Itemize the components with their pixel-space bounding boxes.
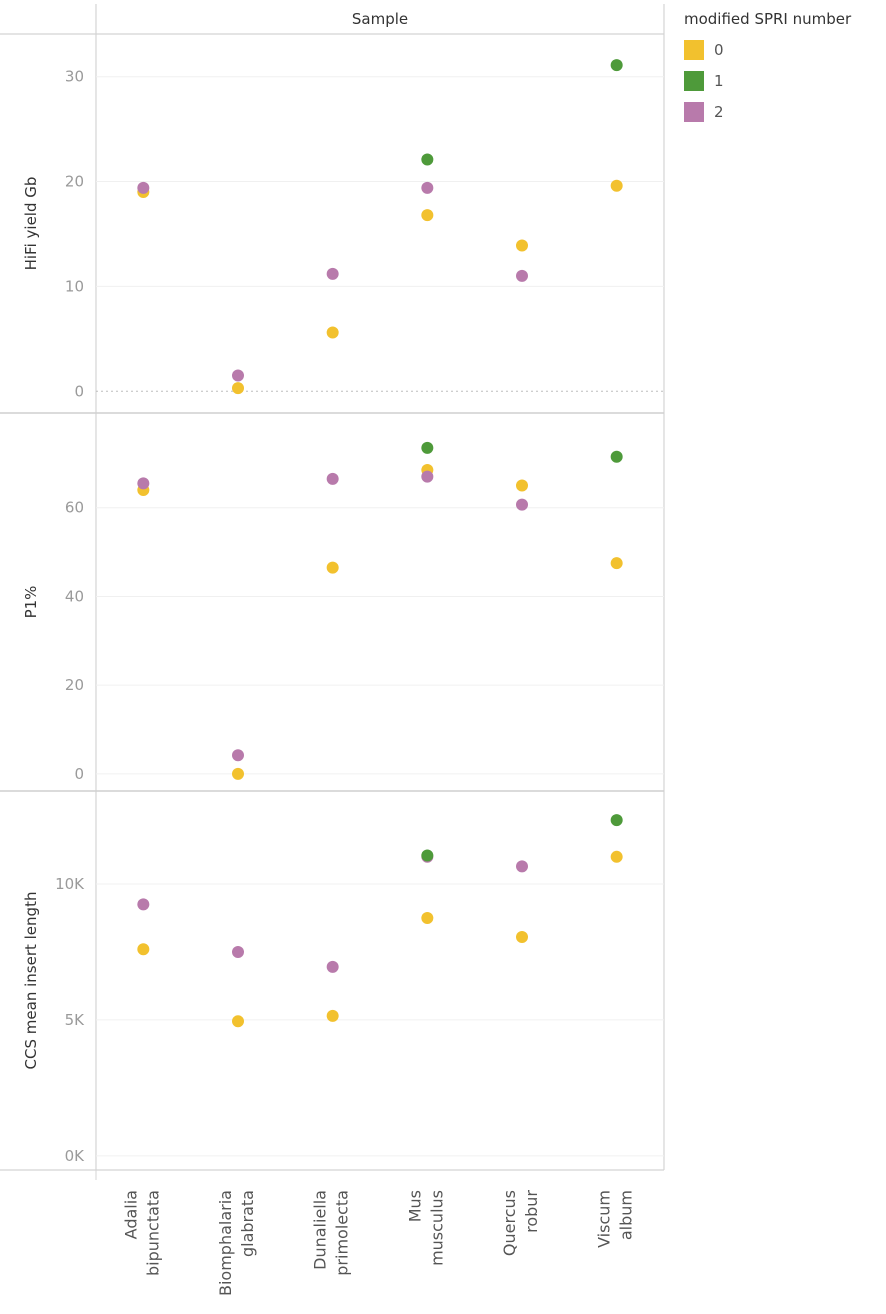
y-axis-label: HiFi yield Gb	[22, 177, 40, 271]
x-axis-labels: Adalia bipunctata Biomphalaria glabrata Duna…	[121, 1190, 635, 1296]
legend-label-1: 1	[714, 71, 724, 90]
x-tick-label: album	[617, 1190, 636, 1240]
y-tick-label: 20	[65, 676, 84, 694]
x-tick-label: glabrata	[238, 1190, 257, 1257]
legend-label-0: 0	[714, 40, 724, 59]
data-point-spri-2[interactable]	[326, 472, 339, 485]
data-point-spri-0[interactable]	[232, 767, 244, 780]
panel-2: 0 20 40 60 P1%	[0, 441, 664, 792]
legend-label-2: 2	[714, 102, 724, 121]
data-point-spri-0[interactable]	[610, 557, 623, 570]
y-tick-label: 40	[65, 587, 84, 605]
data-point-spri-2[interactable]	[516, 269, 528, 282]
x-category-label: Quercus robur	[500, 1190, 541, 1257]
panel-1: 0 10 20 30 HiFi yield Gb	[0, 59, 664, 414]
x-category-label: Adalia bipunctata	[121, 1190, 162, 1276]
panel-3: 0K 5K 10K CCS mean insert length	[22, 814, 664, 1165]
data-point-spri-2[interactable]	[137, 181, 150, 194]
data-point-spri-2[interactable]	[516, 498, 528, 511]
x-tick-label: Biomphalaria	[216, 1190, 235, 1296]
y-axis-label: CCS mean insert length	[22, 892, 40, 1070]
legend-item-1[interactable]: 1	[684, 65, 851, 96]
y-tick-label: 10	[65, 277, 84, 295]
x-tick-label: Viscum	[595, 1190, 614, 1248]
data-point-spri-0[interactable]	[516, 239, 528, 252]
x-tick-label: Mus	[405, 1190, 424, 1222]
data-point-spri-0[interactable]	[232, 1015, 244, 1028]
data-point-spri-1[interactable]	[610, 450, 623, 463]
legend: modified SPRI number 0 1 2	[684, 10, 851, 127]
data-point-spri-0[interactable]	[610, 850, 623, 863]
data-point-spri-0[interactable]	[326, 1009, 339, 1022]
data-point-spri-0[interactable]	[137, 943, 150, 956]
chart-frame	[0, 4, 665, 1180]
y-tick-label: 0	[74, 765, 84, 783]
data-point-spri-2[interactable]	[326, 960, 339, 973]
legend-item-0[interactable]: 0	[684, 34, 851, 65]
data-point-spri-0[interactable]	[516, 931, 528, 944]
x-category-label: Biomphalaria glabrata	[216, 1190, 257, 1296]
y-tick-label: 20	[65, 173, 84, 191]
x-category-label: Dunaliella primolecta	[311, 1190, 352, 1276]
data-point-spri-0[interactable]	[326, 326, 339, 339]
data-point-spri-0[interactable]	[610, 179, 623, 192]
data-point-spri-2[interactable]	[232, 945, 244, 958]
x-tick-label: Quercus	[500, 1190, 519, 1256]
data-point-spri-1[interactable]	[421, 441, 434, 454]
legend-title: modified SPRI number	[684, 10, 852, 28]
data-point-spri-1[interactable]	[610, 59, 623, 72]
y-tick-label: 0	[74, 382, 84, 400]
y-axis-label: P1%	[22, 586, 40, 619]
data-point-spri-0[interactable]	[421, 911, 434, 924]
x-tick-label: bipunctata	[143, 1190, 162, 1276]
data-point-spri-1[interactable]	[421, 153, 434, 166]
y-tick-label: 10K	[55, 875, 85, 893]
data-point-spri-2[interactable]	[232, 369, 244, 382]
x-category-label: Viscum album	[595, 1190, 636, 1248]
x-tick-label: Adalia	[121, 1190, 140, 1239]
legend-swatch-2	[684, 101, 704, 122]
x-category-label: Mus musculus	[405, 1190, 446, 1266]
y-tick-label: 60	[65, 499, 84, 517]
legend-swatch-0	[684, 39, 704, 60]
y-tick-label: 0K	[65, 1147, 86, 1165]
data-point-spri-2[interactable]	[516, 860, 528, 873]
panels-layer: 0 10 20 30 HiFi yield Gb 0 20 40 60 P1% 0K 5K 10K CCS…	[0, 4, 665, 1180]
x-tick-label: primolecta	[333, 1190, 352, 1276]
legend-swatch-1	[684, 70, 704, 91]
data-point-spri-2[interactable]	[232, 749, 244, 762]
data-point-spri-0[interactable]	[516, 479, 528, 492]
data-point-spri-0[interactable]	[326, 561, 339, 574]
data-point-spri-2[interactable]	[137, 477, 150, 490]
legend-item-2[interactable]: 2	[684, 96, 851, 127]
data-point-spri-0[interactable]	[232, 382, 244, 395]
x-tick-label: musculus	[427, 1190, 446, 1266]
data-point-spri-1[interactable]	[421, 849, 434, 862]
data-point-spri-2[interactable]	[137, 898, 150, 911]
y-tick-label: 30	[65, 68, 84, 86]
data-point-spri-2[interactable]	[326, 267, 339, 280]
data-point-spri-2[interactable]	[421, 470, 434, 483]
data-point-spri-1[interactable]	[610, 814, 623, 827]
y-tick-label: 5K	[65, 1011, 86, 1029]
x-tick-label: Dunaliella	[311, 1190, 330, 1270]
x-tick-label: robur	[522, 1190, 541, 1233]
data-point-spri-0[interactable]	[421, 209, 434, 222]
column-header-label: Sample	[352, 10, 408, 28]
data-point-spri-2[interactable]	[421, 181, 434, 194]
